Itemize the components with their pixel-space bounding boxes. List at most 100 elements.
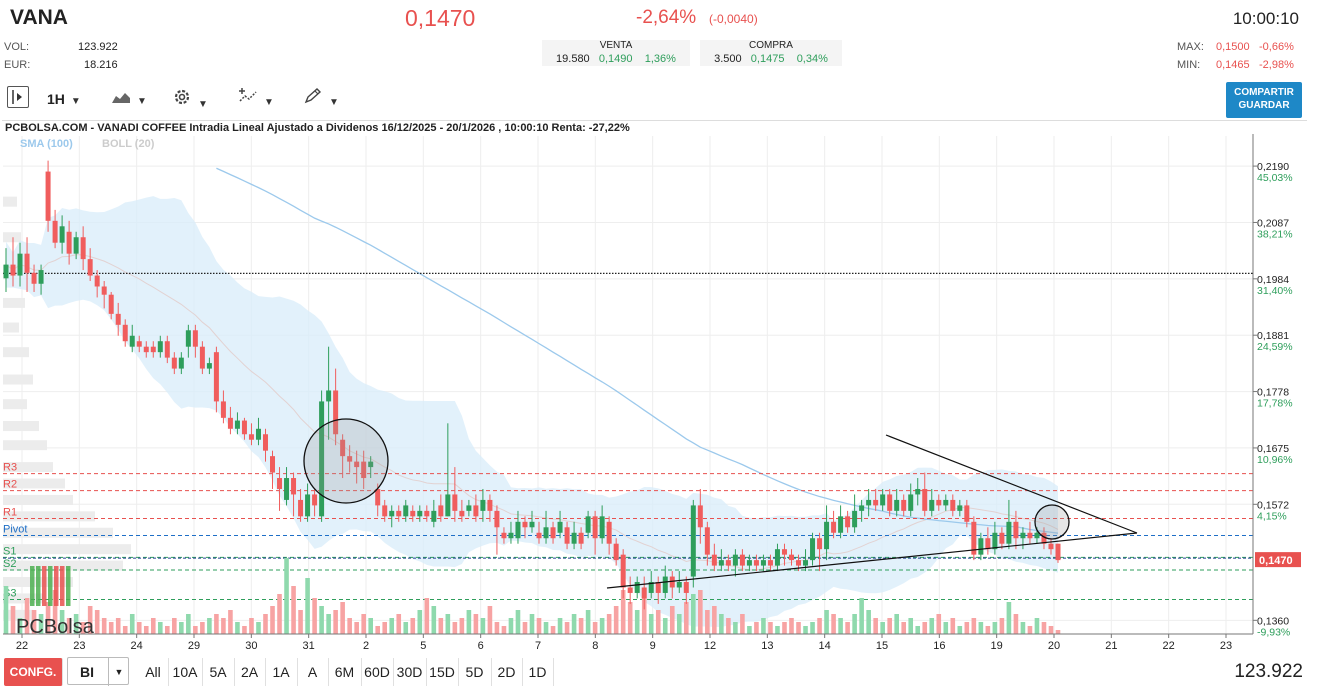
x-tick-label: 2 xyxy=(363,640,369,652)
divider xyxy=(2,120,1307,121)
candle-body xyxy=(824,521,830,550)
scale-label: BI xyxy=(80,664,94,680)
chevron-down-icon: ▼ xyxy=(329,97,339,108)
volume-bar xyxy=(733,622,738,634)
range-button-60d[interactable]: 60D xyxy=(361,658,394,686)
candle-body xyxy=(599,516,605,539)
range-button-1d[interactable]: 1D xyxy=(522,658,554,686)
volume-profile-bar xyxy=(3,462,53,473)
candle-body xyxy=(171,357,177,369)
range-button-15d[interactable]: 15D xyxy=(426,658,459,686)
candle-body xyxy=(760,560,766,566)
volume-bar xyxy=(361,614,366,634)
vol-value: 123.922 xyxy=(78,41,118,53)
range-button-all[interactable]: All xyxy=(138,658,169,686)
candlesticks xyxy=(3,160,1061,610)
range-button-a[interactable]: A xyxy=(297,658,329,686)
volume-bar xyxy=(424,598,430,634)
volume-bar xyxy=(17,618,23,634)
volume-profile-bar xyxy=(3,478,65,489)
volume-bar xyxy=(368,618,373,634)
volume-bar xyxy=(943,622,949,634)
candle-body xyxy=(431,510,437,522)
candle-body xyxy=(1020,532,1026,539)
range-button-6m[interactable]: 6M xyxy=(328,658,362,686)
candle-body xyxy=(487,499,493,511)
range-button-5d[interactable]: 5D xyxy=(458,658,492,686)
volume-bar xyxy=(1006,602,1012,634)
x-tick-label: 30 xyxy=(245,640,257,652)
candle-body xyxy=(571,532,577,544)
candle-body xyxy=(206,363,212,369)
candle-body xyxy=(143,346,149,353)
buy-label: COMPRA xyxy=(749,40,793,51)
volume-bar xyxy=(536,618,542,634)
logo-text: PCBolsa xyxy=(16,616,95,638)
candle-body xyxy=(403,505,409,517)
volume-profile-bar xyxy=(3,196,17,207)
candle-body xyxy=(543,527,549,539)
volume-bar xyxy=(66,618,72,634)
sell-qty: 19.580 xyxy=(556,53,590,65)
volume-bar xyxy=(298,610,303,634)
logo-bar xyxy=(54,566,59,606)
indicators-select[interactable]: ▼ xyxy=(238,87,274,111)
drawing-tools-select[interactable]: ▼ xyxy=(303,87,339,111)
volume-bar xyxy=(754,622,759,634)
share-save-button[interactable]: COMPARTIR GUARDAR xyxy=(1226,82,1302,118)
candle-body xyxy=(213,352,219,402)
candle-body xyxy=(536,532,542,539)
candle-body xyxy=(255,428,261,440)
range-button-5a[interactable]: 5A xyxy=(202,658,235,686)
candle-body xyxy=(1055,543,1061,561)
candle-body xyxy=(838,516,844,533)
chart-type-select[interactable]: ▼ xyxy=(111,87,147,111)
volume-bar xyxy=(901,622,907,634)
candle-body xyxy=(31,272,37,284)
candle-body xyxy=(894,499,900,511)
volume-bar xyxy=(87,606,93,634)
range-button-10a[interactable]: 10A xyxy=(168,658,203,686)
panel-toggle-icon xyxy=(12,90,22,104)
candle-body xyxy=(424,510,430,517)
volume-bar xyxy=(782,622,787,634)
volume-bar xyxy=(655,610,661,634)
candle-body xyxy=(810,538,816,561)
volume-bar xyxy=(634,610,640,634)
volume-bars xyxy=(3,558,1061,634)
volume-bar xyxy=(396,614,402,634)
volume-profile-bar xyxy=(3,609,33,620)
scale-select[interactable]: BI ▼ xyxy=(67,657,129,686)
candle-body xyxy=(473,505,479,517)
volume-bar xyxy=(922,622,928,634)
volume-profile-bar xyxy=(3,560,123,571)
range-button-2d[interactable]: 2D xyxy=(491,658,523,686)
config-button[interactable]: CONFG. xyxy=(4,658,63,686)
interval-select[interactable]: 1H ▼ xyxy=(47,87,81,111)
volume-bar xyxy=(915,626,921,634)
candle-body xyxy=(101,286,107,295)
candle-body xyxy=(199,346,205,369)
total-volume: 123.922 xyxy=(1234,661,1303,682)
buy-qty: 3.500 xyxy=(714,53,742,65)
range-button-2a[interactable]: 2A xyxy=(234,658,266,686)
x-tick-label: 19 xyxy=(991,640,1003,652)
volume-bar xyxy=(845,622,850,634)
candle-body xyxy=(354,461,360,468)
volume-bar xyxy=(94,610,100,634)
range-button-1a[interactable]: 1A xyxy=(265,658,298,686)
candle-body xyxy=(66,231,72,254)
candle-body xyxy=(10,264,16,276)
candle-body xyxy=(94,275,100,287)
x-tick-label: 20 xyxy=(1048,640,1060,652)
candle-body xyxy=(1027,532,1033,539)
volume-bar xyxy=(410,618,416,634)
candle-body xyxy=(38,270,44,284)
x-tick-label: 15 xyxy=(876,640,888,652)
settings-select[interactable]: ▼ xyxy=(172,87,208,111)
candle-body xyxy=(550,527,556,539)
panel-toggle-button[interactable] xyxy=(7,86,29,108)
range-button-30d[interactable]: 30D xyxy=(393,658,427,686)
volume-bar xyxy=(375,626,381,634)
